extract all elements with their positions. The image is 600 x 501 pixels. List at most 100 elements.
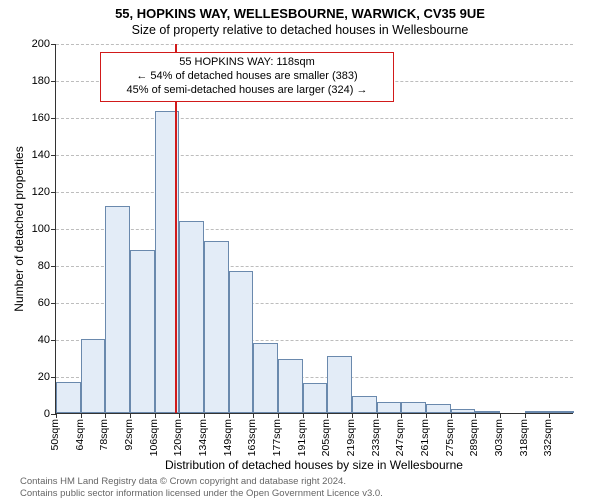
x-tick-mark <box>475 413 476 418</box>
histogram-bar <box>327 356 352 413</box>
x-tick-label: 205sqm <box>320 419 332 456</box>
y-tick-mark <box>51 81 56 82</box>
x-tick-mark <box>81 413 82 418</box>
y-tick-label: 40 <box>38 334 50 346</box>
y-tick-mark <box>51 155 56 156</box>
callout-line-1: 55 HOPKINS WAY: 118sqm <box>109 56 385 70</box>
x-tick-label: 134sqm <box>197 419 209 456</box>
histogram-bar <box>253 343 278 413</box>
y-tick-label: 140 <box>32 149 50 161</box>
x-tick-label: 332sqm <box>542 419 554 456</box>
y-tick-label: 200 <box>32 38 50 50</box>
x-tick-mark <box>229 413 230 418</box>
callout-line-3: 45% of semi-detached houses are larger (… <box>109 84 385 98</box>
x-tick-label: 177sqm <box>271 419 283 456</box>
x-tick-mark <box>327 413 328 418</box>
chart-title: 55, HOPKINS WAY, WELLESBOURNE, WARWICK, … <box>0 0 600 22</box>
callout-box: 55 HOPKINS WAY: 118sqm← 54% of detached … <box>100 52 394 102</box>
y-tick-label: 60 <box>38 297 50 309</box>
x-tick-mark <box>56 413 57 418</box>
x-tick-label: 149sqm <box>222 419 234 456</box>
x-axis-title: Distribution of detached houses by size … <box>55 458 573 472</box>
histogram-bar <box>130 250 155 413</box>
y-tick-label: 80 <box>38 260 50 272</box>
x-tick-label: 275sqm <box>444 419 456 456</box>
gridline <box>56 118 573 119</box>
gridline <box>56 44 573 45</box>
x-tick-label: 191sqm <box>296 419 308 456</box>
histogram-bar <box>56 382 81 413</box>
gridline <box>56 192 573 193</box>
callout-line-2: ← 54% of detached houses are smaller (38… <box>109 70 385 84</box>
y-tick-mark <box>51 266 56 267</box>
histogram-bar <box>426 404 451 413</box>
attribution-footer: Contains HM Land Registry data © Crown c… <box>0 476 600 501</box>
chart-subtitle: Size of property relative to detached ho… <box>0 23 600 37</box>
histogram-bar <box>229 271 254 413</box>
histogram-bar <box>549 411 574 413</box>
x-tick-mark <box>525 413 526 418</box>
footer-line-2: Contains public sector information licen… <box>20 488 600 500</box>
gridline <box>56 155 573 156</box>
x-tick-label: 247sqm <box>394 419 406 456</box>
histogram-bar <box>475 411 500 413</box>
histogram-bar <box>105 206 130 413</box>
x-tick-label: 106sqm <box>148 419 160 456</box>
y-tick-mark <box>51 340 56 341</box>
histogram-bar <box>204 241 229 413</box>
x-tick-mark <box>105 413 106 418</box>
y-tick-mark <box>51 44 56 45</box>
x-tick-label: 233sqm <box>370 419 382 456</box>
x-tick-mark <box>278 413 279 418</box>
x-tick-label: 50sqm <box>49 419 61 451</box>
chart-area: 02040608010012014016018020050sqm64sqm78s… <box>55 44 573 414</box>
x-tick-label: 78sqm <box>98 419 110 451</box>
x-tick-label: 303sqm <box>493 419 505 456</box>
x-tick-label: 261sqm <box>419 419 431 456</box>
x-tick-label: 64sqm <box>74 419 86 451</box>
y-tick-label: 20 <box>38 371 50 383</box>
y-tick-label: 100 <box>32 223 50 235</box>
y-axis-title: Number of detached properties <box>12 146 26 311</box>
x-tick-label: 219sqm <box>345 419 357 456</box>
plot-area: 02040608010012014016018020050sqm64sqm78s… <box>55 44 573 414</box>
y-axis-title-container: Number of detached properties <box>12 44 26 414</box>
x-tick-mark <box>204 413 205 418</box>
x-tick-mark <box>451 413 452 418</box>
x-tick-label: 120sqm <box>172 419 184 456</box>
gridline <box>56 229 573 230</box>
x-tick-mark <box>179 413 180 418</box>
x-tick-label: 289sqm <box>468 419 480 456</box>
x-tick-mark <box>303 413 304 418</box>
x-tick-mark <box>130 413 131 418</box>
x-tick-label: 92sqm <box>123 419 135 451</box>
x-tick-mark <box>253 413 254 418</box>
histogram-bar <box>377 402 402 413</box>
x-tick-mark <box>401 413 402 418</box>
x-tick-label: 318sqm <box>518 419 530 456</box>
y-tick-mark <box>51 377 56 378</box>
y-tick-mark <box>51 303 56 304</box>
x-tick-mark <box>155 413 156 418</box>
histogram-bar <box>451 409 476 413</box>
histogram-bar <box>352 396 377 413</box>
y-tick-label: 160 <box>32 112 50 124</box>
y-tick-mark <box>51 118 56 119</box>
y-tick-label: 180 <box>32 75 50 87</box>
y-tick-mark <box>51 229 56 230</box>
x-tick-mark <box>549 413 550 418</box>
footer-line-1: Contains HM Land Registry data © Crown c… <box>20 476 600 488</box>
histogram-bar <box>525 411 550 413</box>
histogram-bar <box>401 402 426 413</box>
histogram-bar <box>278 359 303 413</box>
y-tick-mark <box>51 192 56 193</box>
x-tick-label: 163sqm <box>246 419 258 456</box>
y-tick-label: 120 <box>32 186 50 198</box>
x-tick-mark <box>426 413 427 418</box>
histogram-bar <box>81 339 106 413</box>
x-tick-mark <box>352 413 353 418</box>
x-tick-mark <box>377 413 378 418</box>
histogram-bar <box>303 383 328 413</box>
histogram-bar <box>179 221 204 413</box>
x-tick-mark <box>500 413 501 418</box>
